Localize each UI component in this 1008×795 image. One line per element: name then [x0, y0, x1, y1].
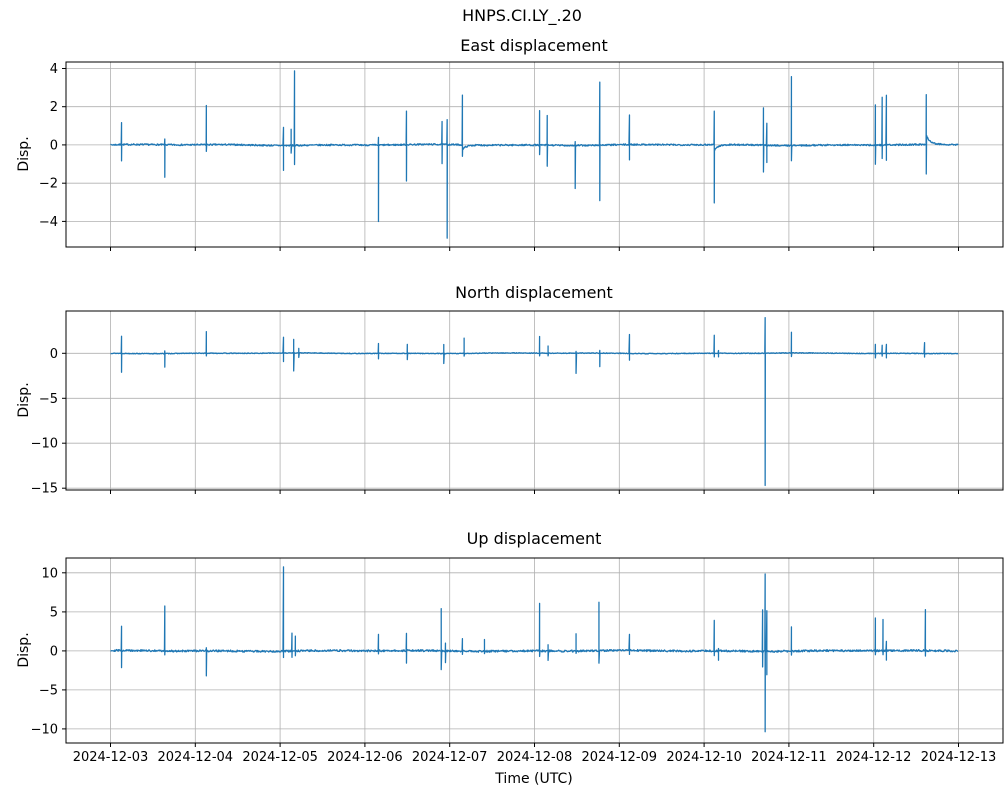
x-tick-label: 2024-12-04: [158, 750, 234, 765]
x-tick-label: 2024-12-07: [412, 750, 488, 765]
y-tick-label: 0: [50, 644, 58, 659]
displacement-trace: [110, 566, 959, 733]
figure-suptitle: HNPS.CI.LY_.20: [462, 6, 582, 25]
axis-ticks: 2024-12-03 2024-12-04 2024-12-05 2024-12-06…: [31, 566, 997, 765]
x-tick-label: 2024-12-03: [73, 750, 149, 765]
y-tick-label: 0: [50, 138, 58, 153]
y-tick-label: −2: [39, 177, 58, 192]
grid-lines: [66, 311, 1003, 490]
y-tick-label: 4: [50, 62, 58, 77]
axis-ticks: −4 −2 0 2 4: [39, 62, 959, 251]
y-tick-label: 10: [41, 566, 58, 581]
axis-ticks: −15 −10 −5 0: [31, 347, 959, 497]
x-axis-label: Time (UTC): [495, 771, 573, 787]
y-tick-label: −10: [31, 437, 58, 452]
x-tick-label: 2024-12-06: [327, 750, 403, 765]
north-displacement-plot: −15 −10 −5 0: [31, 310, 1004, 497]
north-plot-title: North displacement: [455, 283, 613, 302]
x-tick-label: 2024-12-12: [836, 750, 912, 765]
x-tick-label: 2024-12-10: [666, 750, 742, 765]
y-tick-label: −15: [31, 482, 58, 497]
x-tick-label: 2024-12-13: [921, 750, 997, 765]
y-tick-label: 2: [50, 100, 58, 115]
displacement-trace: [110, 317, 959, 487]
y-tick-label: 0: [50, 347, 58, 362]
y-tick-label: −4: [39, 215, 58, 230]
grid-lines: [66, 62, 1003, 247]
east-plot-title: East displacement: [460, 36, 608, 55]
y-tick-label: −5: [39, 392, 58, 407]
east-displacement-plot: −4 −2 0 2 4: [39, 61, 1004, 251]
x-tick-label: 2024-12-05: [242, 750, 318, 765]
up-plot-title: Up displacement: [466, 529, 602, 548]
x-tick-label: 2024-12-11: [751, 750, 827, 765]
up-displacement-plot: 2024-12-03 2024-12-04 2024-12-05 2024-12-06…: [31, 557, 1004, 765]
y-tick-label: 5: [50, 605, 58, 620]
y-tick-label: −10: [31, 722, 58, 737]
displacement-trace: [110, 70, 959, 239]
x-tick-label: 2024-12-09: [582, 750, 658, 765]
y-tick-label: −5: [39, 683, 58, 698]
x-tick-label: 2024-12-08: [497, 750, 573, 765]
